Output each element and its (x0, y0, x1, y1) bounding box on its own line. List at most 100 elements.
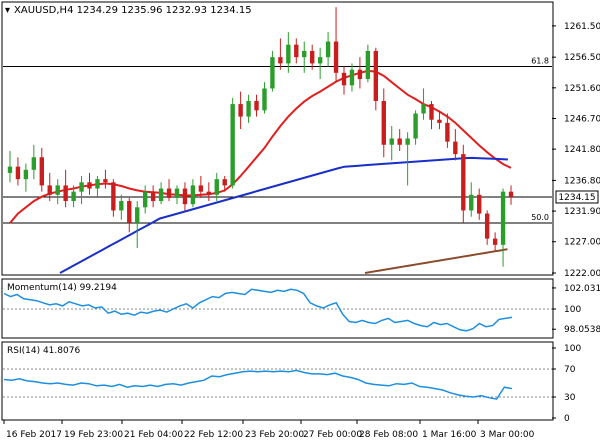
x-tick-label: 19 Feb 23:00 (64, 430, 123, 440)
candle-body (302, 50, 307, 58)
price-tick-label: 1246.70 (564, 114, 600, 124)
candle-body (461, 154, 466, 211)
price-tick-label: 1256.50 (564, 53, 600, 63)
candle-body (166, 188, 172, 198)
rsi-tick-label: 100 (564, 344, 581, 354)
candle-body (254, 100, 259, 111)
price-tick-label: 1231.90 (564, 207, 600, 217)
x-tick-label: 22 Feb 12:00 (184, 430, 243, 440)
candle-body (111, 182, 116, 211)
candle-body (87, 182, 92, 189)
candle-body (317, 57, 323, 64)
candle-body (333, 41, 339, 73)
candle-body (477, 194, 482, 214)
candle-body (39, 157, 44, 186)
candle-body (79, 182, 84, 192)
x-tick-label: 27 Feb 00:00 (303, 430, 362, 440)
candle-body (55, 185, 60, 195)
candle-body (190, 185, 196, 205)
candle-body (365, 50, 371, 80)
candle-body (413, 113, 418, 139)
candle-body (445, 122, 450, 142)
candle-body (278, 57, 283, 64)
candle-body (381, 100, 386, 145)
x-tick-label: 28 Feb 08:00 (359, 430, 418, 440)
x-tick-label: 3 Mar 00:00 (480, 430, 535, 440)
candle-body (492, 238, 498, 245)
candle-body (294, 44, 299, 58)
rsi-line (3, 369, 513, 400)
candle-body (158, 188, 164, 202)
candle-body (206, 191, 211, 195)
x-tick-label: 16 Feb 2017 (6, 430, 62, 440)
candle-body (421, 104, 426, 114)
rsi-tick-label: 70 (564, 365, 576, 375)
candle-body (341, 72, 347, 86)
candle-body (63, 185, 68, 202)
ma-red-line (9, 69, 512, 224)
candle-body (15, 166, 21, 180)
candle-body (262, 88, 267, 111)
candle-body (150, 191, 156, 202)
candle-body (405, 138, 410, 145)
price-tick-label: 1227.00 (564, 238, 600, 248)
candle-body (389, 138, 394, 145)
price-tag-box (555, 190, 599, 204)
symbol-info: XAUUSD,H4 1234.29 1235.96 1232.93 1234.1… (14, 5, 252, 16)
price-tick-label: 1241.80 (564, 145, 600, 155)
candle-body (437, 119, 442, 123)
fib-level-label: 61.8 (531, 57, 549, 66)
x-tick-label: 23 Feb 20:00 (245, 430, 304, 440)
candle-body (71, 191, 76, 202)
momentum-tick-label: 102.0312 (564, 284, 600, 294)
candle-body (469, 194, 474, 211)
candle-body (286, 44, 291, 64)
candle-body (135, 207, 140, 223)
candle-body (103, 179, 108, 183)
price-tick-label: 1236.80 (564, 176, 600, 186)
candle-body (142, 191, 148, 208)
price-tick-label: 1251.60 (564, 84, 600, 94)
momentum-tick-label: 100 (564, 305, 581, 315)
rsi-tick-label: 30 (564, 393, 576, 403)
price-tag-label: 1234.15 (558, 193, 595, 203)
candle-body (95, 179, 100, 189)
candle-body (174, 188, 180, 198)
candle-body (127, 201, 132, 223)
candle-body (325, 41, 331, 58)
candle-body (119, 201, 124, 211)
candle-body (182, 188, 188, 205)
momentum-tick-label: 98.0538 (564, 325, 600, 335)
candle-body (453, 141, 458, 155)
ma-blue-line (59, 156, 508, 274)
candle-body (270, 57, 275, 89)
candle-body (310, 50, 315, 64)
candle-body (397, 138, 402, 145)
candle-body (198, 185, 204, 192)
candle-body (230, 104, 235, 186)
candle-body (429, 104, 434, 120)
candle-body (214, 179, 219, 195)
candle-body (222, 179, 227, 186)
candle-body (484, 213, 490, 239)
momentum-panel-frame (1, 278, 554, 339)
candle-body (238, 104, 243, 117)
candle-body (373, 50, 379, 101)
candle-body (508, 191, 514, 197)
collapse-triangle-icon[interactable]: ▾ (5, 5, 10, 16)
rsi-panel-frame (1, 341, 554, 421)
momentum-title: Momentum(14) 99.2194 (7, 283, 117, 293)
candle-body (23, 169, 29, 180)
candle-body (246, 100, 251, 117)
price-tick-label: 1222.00 (564, 269, 600, 279)
candle-body (47, 185, 52, 195)
price-panel-frame (1, 1, 554, 276)
ma-brown-line (364, 248, 508, 274)
candle-body (7, 166, 13, 173)
candle-body (31, 157, 37, 170)
x-tick-label: 1 Mar 16:00 (422, 430, 477, 440)
x-tick-label: 21 Feb 04:00 (124, 430, 183, 440)
momentum-line (3, 288, 513, 332)
